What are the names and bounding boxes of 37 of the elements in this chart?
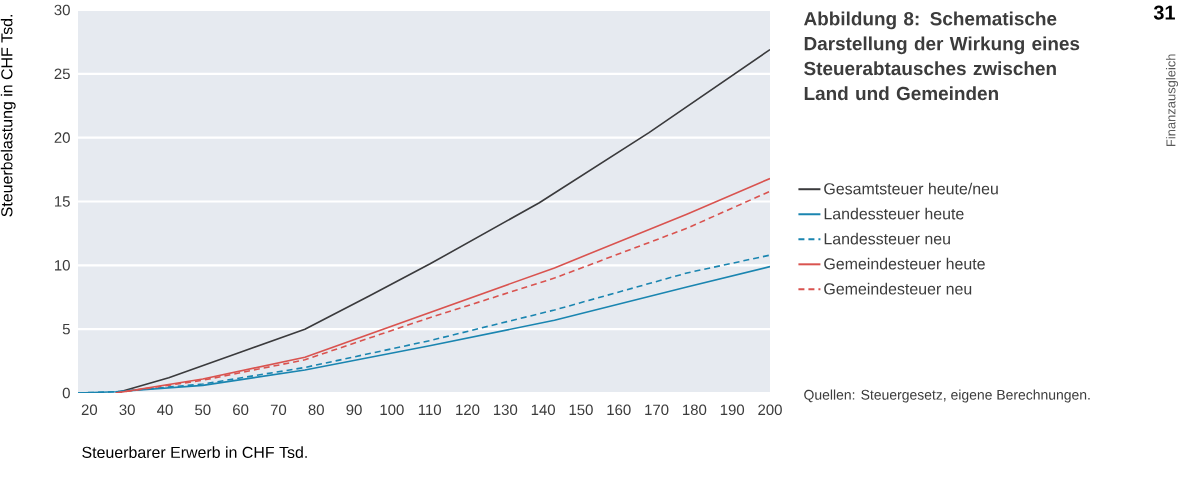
x-tick-label: 150 [569,404,593,416]
text: Finanzausgleich [1165,54,1179,147]
x-tick-label: 100 [380,404,404,416]
y-tick-label: 0 [62,387,70,399]
x-tick-label: 170 [645,404,669,416]
x-tick-label: 180 [683,404,707,416]
legend-label: Landessteuer neu [824,232,950,245]
y-tick-label: 15 [55,196,70,207]
x-tick-label: 130 [493,404,518,416]
x-tick-label: 160 [607,404,631,416]
legend-label: Gemeindesteuer neu [824,282,972,295]
x-tick-label: 200 [758,404,782,416]
x-tick-label: 20 [81,404,98,416]
text: Abbildung 8: Schematische Darstellung der Wirkung eines Steuerabtausches zwischen Land und Gemeinden [804,11,1080,101]
x-tick-label: 110 [418,404,441,416]
y-tick-label: 25 [54,68,70,80]
x-tick-label: 120 [456,404,480,416]
x-tick-label: 40 [157,404,173,416]
x-tick-label: 80 [308,404,324,416]
legend-label: Landessteuer heute [824,207,964,220]
legend-label: Gesamtsteuer heute/neu [824,182,998,195]
x-tick-label: 140 [531,404,555,416]
y-tick-label: 20 [54,132,70,143]
y-tick-label: 10 [55,260,70,271]
legend-label: Gemeindesteuer heute [824,257,985,270]
y-axis-title: Steuerbelastung in CHF Tsd. [0,15,16,217]
x-tick-label: 70 [270,404,287,416]
x-tick-label: 50 [195,404,211,416]
x-tick-label: 90 [346,404,362,416]
y-tick-label: 30 [54,4,70,16]
y-tick-label: 5 [62,323,70,335]
x-tick-label: 60 [233,404,249,416]
x-axis-title: Steuerbarer Erwerb in CHF Tsd. [82,446,307,459]
x-tick-label: 190 [720,404,745,416]
text: 31 [1153,5,1175,20]
x-tick-label: 30 [119,404,135,416]
source-note: Quellen: Steuergesetz, eigene Berechnungen. [804,389,1090,403]
